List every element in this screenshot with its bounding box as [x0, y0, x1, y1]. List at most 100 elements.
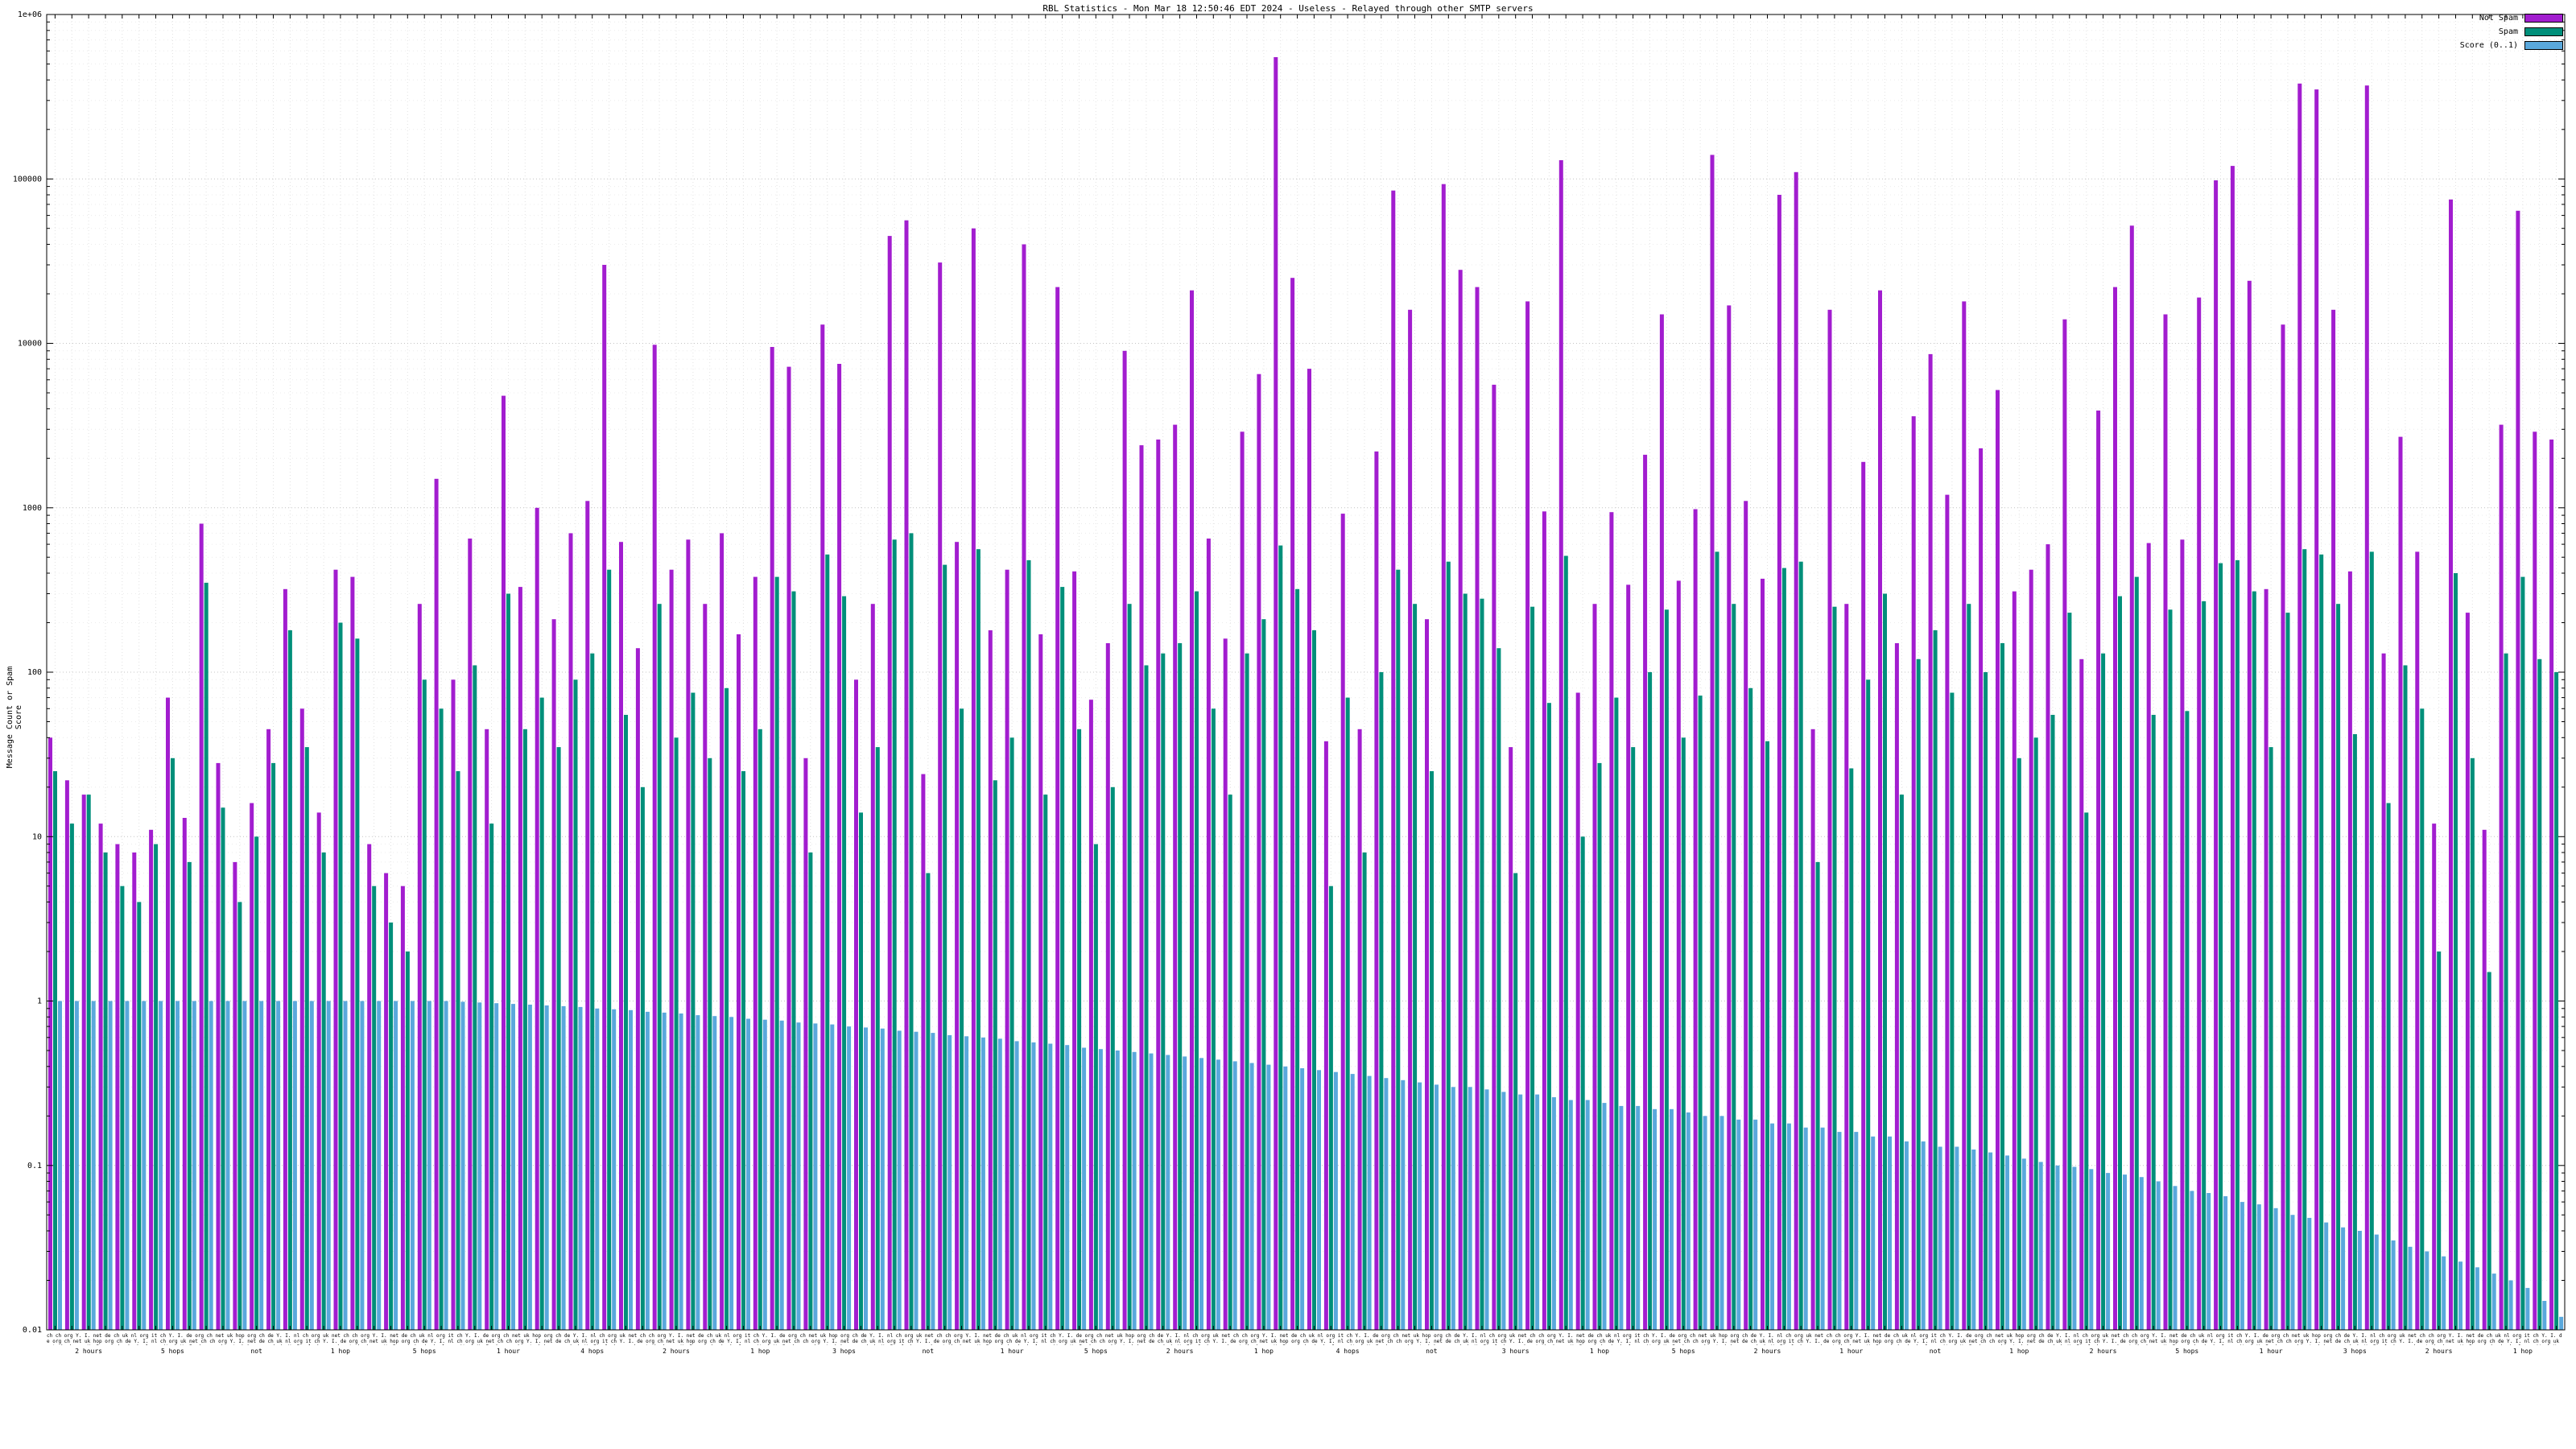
bar-score-0-1-	[2005, 1155, 2009, 1330]
bar-not-spam	[1710, 155, 1715, 1330]
bar-not-spam	[350, 576, 355, 1330]
bar-spam	[2336, 604, 2341, 1330]
bar-spam	[724, 687, 729, 1330]
bar-not-spam	[786, 366, 791, 1331]
bar-score-0-1-	[1166, 1055, 1170, 1330]
bar-not-spam	[820, 324, 825, 1331]
bar-not-spam	[938, 262, 943, 1331]
bar-score-0-1-	[1837, 1132, 1842, 1330]
bar-spam	[607, 569, 612, 1330]
bar-not-spam	[921, 774, 926, 1330]
bar-not-spam	[2549, 440, 2554, 1330]
bar-score-0-1-	[427, 1001, 431, 1330]
bar-score-0-1-	[1451, 1087, 1455, 1330]
bar-score-0-1-	[629, 1009, 633, 1330]
bar-score-0-1-	[2542, 1301, 2547, 1330]
bar-not-spam	[2146, 543, 2151, 1330]
bar-score-0-1-	[1014, 1041, 1019, 1330]
bar-score-0-1-	[880, 1028, 885, 1330]
bar-spam	[69, 824, 74, 1330]
bar-not-spam	[1509, 747, 1513, 1330]
bar-score-0-1-	[410, 1001, 415, 1330]
bar-score-0-1-	[494, 1003, 499, 1330]
bar-not-spam	[770, 347, 774, 1330]
bar-spam	[1127, 604, 1132, 1330]
bar-score-0-1-	[1736, 1119, 1741, 1330]
bar-spam	[657, 604, 662, 1330]
bar-not-spam	[1744, 501, 1748, 1330]
bar-score-0-1-	[2559, 1316, 2564, 1330]
bar-not-spam	[887, 236, 892, 1331]
bar-score-0-1-	[1602, 1103, 1607, 1330]
bar-score-0-1-	[2374, 1234, 2379, 1330]
bar-not-spam	[367, 844, 372, 1330]
bar-score-0-1-	[847, 1026, 852, 1330]
bar-spam	[1480, 598, 1484, 1330]
x-sublabel: 2 hours	[2089, 1348, 2117, 1355]
bar-not-spam	[451, 679, 456, 1330]
bar-not-spam	[1323, 741, 1328, 1330]
bar-not-spam	[2415, 551, 2420, 1330]
bar-not-spam	[1274, 57, 1278, 1330]
bar-not-spam	[2012, 591, 2017, 1330]
bar-not-spam	[837, 364, 842, 1330]
bar-score-0-1-	[2273, 1208, 2278, 1330]
bar-score-0-1-	[2240, 1202, 2244, 1330]
bar-spam	[2235, 559, 2240, 1330]
bar-spam	[624, 715, 628, 1330]
bar-spam	[154, 844, 159, 1330]
bar-spam	[405, 952, 410, 1330]
bar-spam	[1933, 630, 1938, 1330]
bar-spam	[909, 533, 914, 1330]
bar-not-spam	[1592, 604, 1597, 1330]
bar-score-0-1-	[192, 1001, 196, 1330]
bar-score-0-1-	[1048, 1043, 1053, 1330]
bar-score-0-1-	[74, 1001, 79, 1330]
bar-spam	[539, 697, 544, 1330]
bar-not-spam	[166, 697, 170, 1330]
x-sublabel: 1 hop	[750, 1348, 770, 1355]
bar-not-spam	[585, 501, 590, 1330]
bar-not-spam	[1223, 638, 1228, 1330]
x-sublabel: not	[1426, 1348, 1438, 1355]
y-tick-label: 1	[37, 997, 42, 1006]
bar-score-0-1-	[1333, 1071, 1338, 1330]
y-tick-label: 1000	[23, 504, 42, 513]
bar-score-0-1-	[2021, 1158, 2026, 1330]
bar-not-spam	[2314, 89, 2319, 1331]
bar-spam	[1379, 672, 1384, 1330]
bar-not-spam	[400, 886, 405, 1330]
bar-not-spam	[1761, 578, 1765, 1330]
bar-spam	[2017, 758, 2021, 1330]
bar-not-spam	[1945, 494, 1950, 1330]
bar-spam	[774, 576, 779, 1330]
bar-not-spam	[1088, 700, 1093, 1330]
bar-not-spam	[2516, 210, 2520, 1330]
bar-not-spam	[182, 818, 187, 1330]
bar-score-0-1-	[2391, 1240, 2396, 1330]
bar-not-spam	[1659, 314, 1664, 1330]
x-sublabel: 5 hops	[1084, 1348, 1108, 1355]
bar-score-0-1-	[125, 1001, 130, 1330]
bar-spam	[2369, 551, 2374, 1330]
bar-score-0-1-	[1249, 1063, 1254, 1330]
bar-not-spam	[1105, 643, 1110, 1330]
bar-score-0-1-	[360, 1001, 365, 1330]
bar-score-0-1-	[2072, 1166, 2077, 1330]
bar-score-0-1-	[1501, 1092, 1506, 1330]
bar-score-0-1-	[947, 1034, 952, 1330]
chart-title: RBL Statistics - Mon Mar 18 12:50:46 EDT…	[1042, 3, 1534, 14]
bar-not-spam	[2062, 319, 2067, 1331]
bar-spam	[1899, 795, 1904, 1330]
x-sublabel: 3 hops	[832, 1348, 856, 1355]
bar-spam	[1832, 606, 1837, 1330]
bar-spam	[1110, 786, 1115, 1330]
bar-score-0-1-	[1484, 1089, 1489, 1330]
x-sublabel: 5 hops	[160, 1348, 184, 1355]
bar-spam	[187, 861, 192, 1330]
bar-not-spam	[2381, 653, 2386, 1330]
bar-spam	[1362, 852, 1367, 1330]
bar-score-0-1-	[796, 1022, 801, 1330]
bar-score-0-1-	[1098, 1049, 1103, 1330]
bar-score-0-1-	[2491, 1274, 2496, 1330]
